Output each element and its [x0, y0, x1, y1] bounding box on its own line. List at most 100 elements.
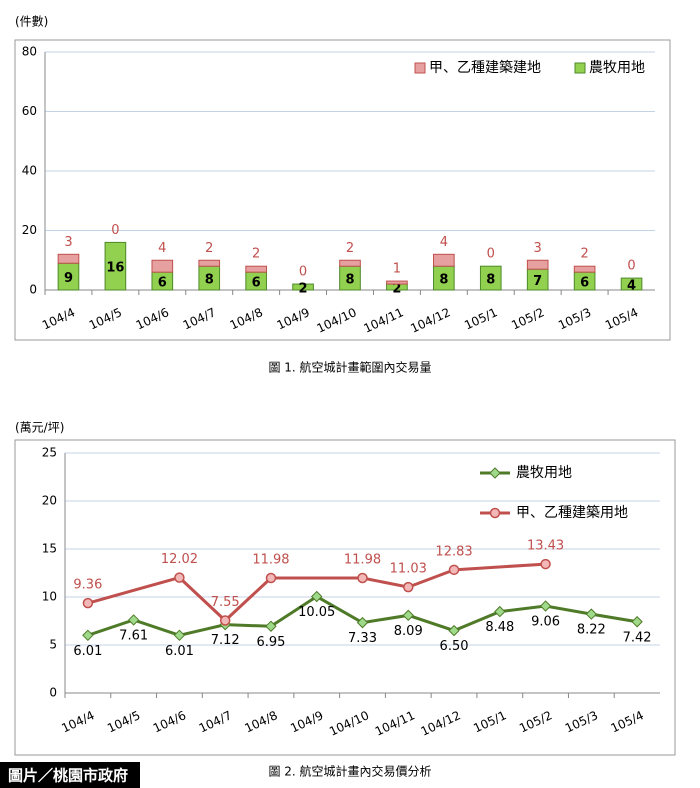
data-label: 7.12 — [211, 633, 240, 648]
legend-swatch — [414, 62, 426, 74]
x-tick-label: 105/4 — [603, 305, 640, 332]
y-unit: (萬元/坪) — [15, 421, 64, 435]
data-label: 11.98 — [344, 552, 381, 567]
data-label: 6.01 — [73, 644, 102, 659]
y-tick-label: 20 — [42, 494, 57, 508]
y-tick-label: 15 — [42, 542, 57, 556]
data-label: 1 — [393, 262, 401, 277]
marker — [494, 605, 506, 618]
marker — [265, 572, 277, 584]
marker — [631, 616, 643, 628]
marker — [448, 624, 460, 637]
x-tick-label: 105/4 — [609, 708, 646, 735]
y-tick-label: 40 — [22, 164, 37, 178]
data-label: 12.83 — [435, 544, 472, 559]
data-label: 3 — [64, 235, 72, 250]
bar — [479, 265, 502, 291]
x-tick-label: 104/8 — [228, 305, 265, 332]
x-tick-label: 104/5 — [105, 708, 142, 735]
x-tick-label: 104/7 — [197, 708, 234, 735]
marker — [265, 620, 277, 632]
legend-label: 甲、乙種建築建地 — [429, 60, 541, 76]
y-tick-label: 60 — [22, 104, 37, 118]
data-label: 8.22 — [577, 623, 606, 638]
data-label: 8.48 — [485, 620, 514, 635]
data-label: 2 — [299, 282, 308, 297]
data-label: 7.33 — [348, 631, 377, 646]
marker — [489, 507, 501, 519]
x-tick-label: 104/6 — [151, 708, 188, 735]
data-label: 8.09 — [394, 624, 423, 639]
x-tick-label: 104/5 — [87, 305, 124, 332]
data-label: 13.43 — [527, 539, 564, 554]
x-tick-label: 105/1 — [462, 305, 499, 332]
bar — [526, 259, 549, 270]
marker — [356, 616, 369, 629]
data-label: 8 — [486, 273, 495, 288]
data-label: 9.36 — [73, 578, 102, 593]
x-tick-label: 104/4 — [40, 305, 77, 332]
bar — [104, 241, 127, 291]
x-tick-label: 104/12 — [408, 305, 452, 336]
legend-swatch — [574, 62, 586, 74]
data-label: 8 — [439, 273, 448, 288]
data-label: 9.06 — [531, 615, 560, 630]
data-label: 2 — [205, 241, 213, 256]
x-tick-label: 104/9 — [288, 708, 325, 735]
data-label: 6.50 — [440, 639, 469, 654]
credit-box — [0, 762, 140, 788]
marker — [489, 467, 501, 479]
x-tick-label: 105/3 — [556, 305, 593, 332]
data-label: 0 — [627, 259, 635, 274]
x-tick-label: 104/10 — [315, 305, 359, 336]
bar — [292, 283, 314, 291]
x-tick-label: 104/12 — [419, 708, 463, 739]
marker — [311, 590, 323, 603]
marker — [82, 629, 94, 642]
data-label: 10.05 — [298, 605, 335, 620]
x-tick-label: 105/1 — [471, 708, 508, 735]
marker — [585, 608, 598, 620]
data-label: 12.02 — [161, 552, 198, 567]
marker — [173, 629, 186, 642]
y-unit: (件數) — [15, 15, 48, 29]
data-label: 6.95 — [256, 635, 285, 650]
data-label: 6 — [580, 276, 589, 291]
data-label: 4 — [627, 279, 636, 294]
legend-label: 甲、乙種建築用地 — [516, 505, 628, 521]
credit: 圖片／桃園市政府 — [8, 767, 128, 785]
bar — [620, 277, 643, 291]
x-tick-label: 105/3 — [563, 708, 600, 735]
legend-label: 農牧用地 — [516, 465, 572, 481]
bar — [245, 265, 267, 273]
marker — [402, 609, 414, 622]
data-label: 7 — [533, 274, 542, 289]
data-label: 0 — [299, 265, 307, 280]
chart-frame — [14, 439, 676, 756]
data-label: 11.03 — [390, 562, 427, 577]
marker — [82, 597, 94, 609]
x-tick-label: 105/2 — [509, 305, 546, 332]
x-tick-label: 105/2 — [517, 708, 554, 735]
caption: 圖 1. 航空城計畫範圍內交易量 — [268, 360, 431, 375]
marker — [403, 581, 414, 593]
data-label: 0 — [487, 247, 495, 262]
data-label: 2 — [252, 247, 260, 262]
legend-label: 農牧用地 — [589, 60, 645, 76]
data-label: 2 — [392, 282, 401, 297]
y-tick-label: 5 — [49, 638, 57, 652]
y-tick-label: 25 — [42, 446, 57, 460]
bar — [339, 259, 361, 267]
data-label: 8 — [345, 273, 354, 288]
data-label: 6.01 — [165, 644, 194, 659]
x-tick-label: 104/11 — [361, 305, 405, 336]
data-label: 7.55 — [211, 595, 240, 610]
bar — [151, 259, 174, 273]
data-label: 2 — [346, 241, 354, 256]
data-label: 3 — [534, 241, 542, 256]
data-label: 2 — [580, 247, 588, 262]
marker — [357, 572, 368, 584]
data-label: 4 — [158, 241, 166, 256]
